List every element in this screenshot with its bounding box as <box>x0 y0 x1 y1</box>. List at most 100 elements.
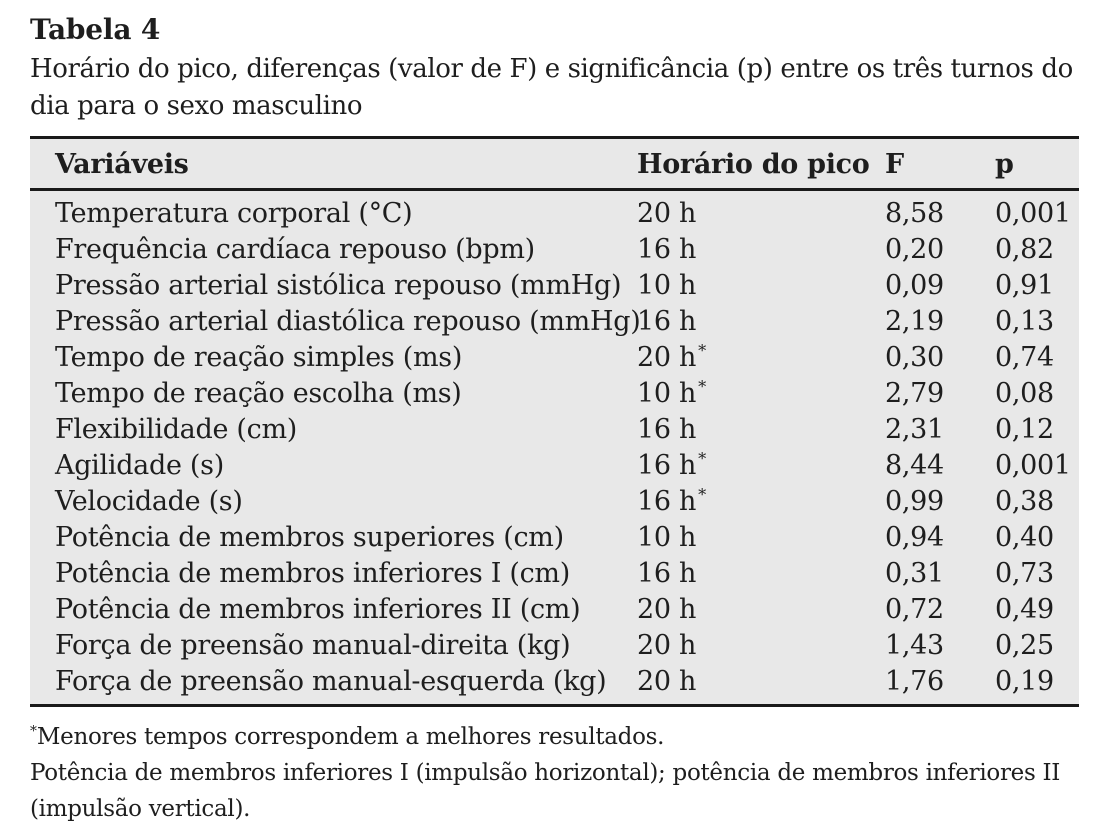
table-row: Potência de membros superiores (cm) 10 h 0… <box>30 520 1079 556</box>
cell-variavel: Força de preensão manual-esquerda (kg) <box>55 666 607 697</box>
table-row: Força de preensão manual-esquerda (kg) 20… <box>30 664 1079 706</box>
cell-p-value: 0,08 <box>995 378 1054 409</box>
cell-horario-do-pico: 20 h <box>637 628 885 664</box>
cell-horario-do-pico: 16 h <box>637 556 885 592</box>
cell-horario-do-pico: 10 h * <box>637 376 885 412</box>
cell-variavel: Pressão arterial sistólica repouso (mmHg… <box>55 270 622 301</box>
table-label: Tabela 4 <box>30 13 161 46</box>
cell-variavel: Força de preensão manual-direita (kg) <box>55 630 571 661</box>
cell-variavel: Temperatura corporal (°C) <box>55 198 413 229</box>
table-row: Agilidade (s) 16 h * 8,44 0,001 <box>30 448 1079 484</box>
table-body: Temperatura corporal (°C) 20 h 8,58 0,001 Fr… <box>30 190 1079 706</box>
asterisk-marker: * <box>698 449 707 468</box>
table-caption: Horário do pico, diferenças (valor de F)… <box>30 54 1073 121</box>
table-row: Pressão arterial diastólica repouso (mmH… <box>30 304 1079 340</box>
cell-p-value: 0,001 <box>995 198 1071 229</box>
cell-horario-do-pico: 16 h <box>637 304 885 340</box>
peak-time-value: 20 h <box>637 594 697 625</box>
cell-p-value: 0,25 <box>995 630 1054 661</box>
cell-f-value: 0,94 <box>885 522 944 553</box>
peak-time-value: 16 h <box>637 234 697 265</box>
asterisk-marker: * <box>30 723 37 740</box>
cell-horario-do-pico: 16 h <box>637 412 885 448</box>
peak-time-value: 10 h <box>637 270 697 301</box>
cell-horario-do-pico: 20 h <box>637 190 885 233</box>
cell-variavel: Tempo de reação escolha (ms) <box>55 378 462 409</box>
col-header-horario-do-pico: Horário do pico <box>637 137 885 191</box>
header-row: Variáveis Horário do pico F p <box>30 137 1079 191</box>
footnote-definitions: Potência de membros inferiores I (impuls… <box>30 760 1061 822</box>
cell-p-value: 0,40 <box>995 522 1054 553</box>
cell-p-value: 0,49 <box>995 594 1054 625</box>
cell-f-value: 0,99 <box>885 486 944 517</box>
cell-horario-do-pico: 16 h <box>637 232 885 268</box>
cell-horario-do-pico: 20 h <box>637 592 885 628</box>
table-row: Temperatura corporal (°C) 20 h 8,58 0,001 <box>30 190 1079 233</box>
table-row: Velocidade (s) 16 h * 0,99 0,38 <box>30 484 1079 520</box>
table-row: Pressão arterial sistólica repouso (mmHg… <box>30 268 1079 304</box>
peak-time-value: 20 h <box>637 342 697 373</box>
cell-horario-do-pico: 20 h <box>637 664 885 706</box>
cell-f-value: 8,44 <box>885 450 944 481</box>
data-table: Variáveis Horário do pico F p Temperatur… <box>30 136 1079 707</box>
cell-variavel: Potência de membros inferiores I (cm) <box>55 558 570 589</box>
cell-horario-do-pico: 16 h * <box>637 484 885 520</box>
cell-variavel: Potência de membros superiores (cm) <box>55 522 564 553</box>
cell-f-value: 1,76 <box>885 666 944 697</box>
cell-p-value: 0,91 <box>995 270 1054 301</box>
cell-p-value: 0,74 <box>995 342 1054 373</box>
col-header-f: F <box>885 137 995 191</box>
cell-variavel: Flexibilidade (cm) <box>55 414 298 445</box>
cell-variavel: Velocidade (s) <box>55 486 243 517</box>
cell-horario-do-pico: 10 h <box>637 520 885 556</box>
peak-time-value: 16 h <box>637 486 697 517</box>
asterisk-marker: * <box>698 377 707 396</box>
cell-horario-do-pico: 16 h * <box>637 448 885 484</box>
cell-f-value: 1,43 <box>885 630 944 661</box>
peak-time-value: 16 h <box>637 306 697 337</box>
cell-f-value: 8,58 <box>885 198 944 229</box>
cell-variavel: Potência de membros inferiores II (cm) <box>55 594 581 625</box>
peak-time-value: 20 h <box>637 630 697 661</box>
cell-f-value: 0,72 <box>885 594 944 625</box>
asterisk-marker: * <box>698 485 707 504</box>
table-footnotes: *Menores tempos correspondem a melhores … <box>30 719 1112 827</box>
cell-p-value: 0,12 <box>995 414 1054 445</box>
peak-time-value: 20 h <box>637 198 697 229</box>
cell-p-value: 0,38 <box>995 486 1054 517</box>
table-header: Variáveis Horário do pico F p <box>30 137 1079 191</box>
col-header-p: p <box>995 137 1079 191</box>
peak-time-value: 16 h <box>637 450 697 481</box>
footnote-asterisk: *Menores tempos correspondem a melhores … <box>30 719 1112 755</box>
peak-time-value: 20 h <box>637 666 697 697</box>
cell-f-value: 0,09 <box>885 270 944 301</box>
table-row: Frequência cardíaca repouso (bpm) 16 h 0,2… <box>30 232 1079 268</box>
cell-p-value: 0,001 <box>995 450 1071 481</box>
cell-p-value: 0,13 <box>995 306 1054 337</box>
peak-time-value: 10 h <box>637 522 697 553</box>
table-row: Tempo de reação simples (ms) 20 h * 0,30 0,7… <box>30 340 1079 376</box>
cell-f-value: 0,31 <box>885 558 944 589</box>
peak-time-value: 16 h <box>637 414 697 445</box>
cell-variavel: Agilidade (s) <box>55 450 224 481</box>
cell-variavel: Frequência cardíaca repouso (bpm) <box>55 234 535 265</box>
table-row: Flexibilidade (cm) 16 h 2,31 0,12 <box>30 412 1079 448</box>
cell-f-value: 0,20 <box>885 234 944 265</box>
cell-p-value: 0,82 <box>995 234 1054 265</box>
cell-horario-do-pico: 20 h * <box>637 340 885 376</box>
peak-time-value: 16 h <box>637 558 697 589</box>
cell-f-value: 2,79 <box>885 378 944 409</box>
cell-p-value: 0,19 <box>995 666 1054 697</box>
table-row: Potência de membros inferiores II (cm) 20… <box>30 592 1079 628</box>
table-row: Força de preensão manual-direita (kg) 20 … <box>30 628 1079 664</box>
cell-p-value: 0,73 <box>995 558 1054 589</box>
cell-f-value: 0,30 <box>885 342 944 373</box>
footnote-asterisk-text: Menores tempos correspondem a melhores r… <box>36 724 665 750</box>
col-header-variaveis: Variáveis <box>30 137 637 191</box>
cell-f-value: 2,19 <box>885 306 944 337</box>
table-row: Tempo de reação escolha (ms) 10 h * 2,79 0,0… <box>30 376 1079 412</box>
cell-variavel: Pressão arterial diastólica repouso (mmH… <box>55 306 641 337</box>
peak-time-value: 10 h <box>637 378 697 409</box>
cell-horario-do-pico: 10 h <box>637 268 885 304</box>
